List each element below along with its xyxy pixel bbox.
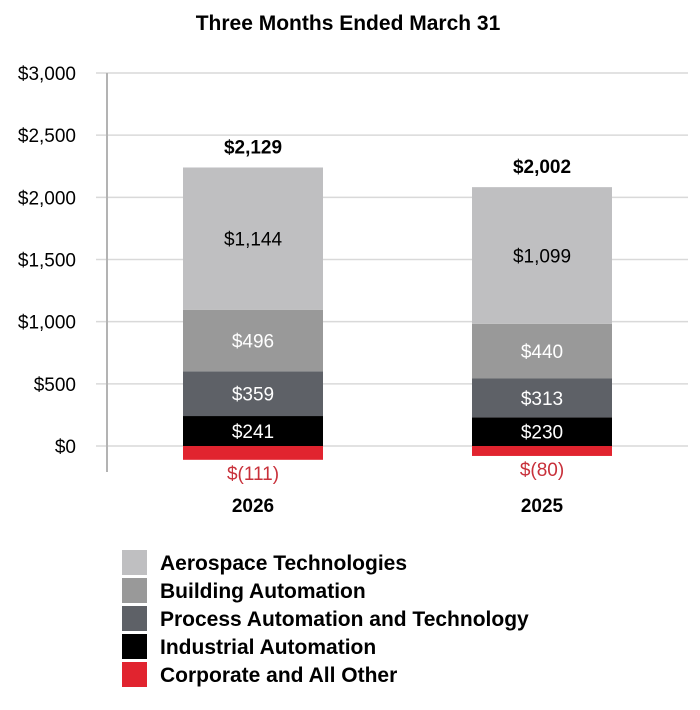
total-label: $2,129: [224, 137, 282, 158]
chart-title: Three Months Ended March 31: [196, 12, 501, 35]
y-tick-label: $3,000: [18, 64, 76, 85]
bars: [183, 167, 612, 460]
bar-segment: [183, 416, 323, 446]
bar-segment: [472, 187, 612, 324]
legend-swatch: [122, 634, 147, 659]
legend-swatch: [122, 550, 147, 575]
legend-entry-label: Building Automation: [160, 580, 366, 603]
data-labels: $(111) $241 $359 $496 $1,144 $2,129 2026 $(80) $…: [224, 137, 571, 517]
y-tick-label: $2,000: [18, 188, 76, 209]
y-tick-label: $2,500: [18, 126, 76, 147]
bar-segment: [472, 323, 612, 379]
bar-segment: [183, 371, 323, 417]
bar-segment: [472, 378, 612, 418]
segment-label: $230: [521, 423, 563, 444]
legend: Aerospace Technologies Building Automatio…: [122, 550, 529, 687]
bar-segment: [472, 446, 612, 456]
y-axis: $0 $500 $1,000 $1,500 $2,000 $2,500 $3,000: [18, 64, 108, 472]
segment-label: $313: [521, 389, 563, 410]
segment-label: $440: [521, 342, 563, 363]
segment-label: $1,144: [224, 230, 283, 251]
x-category-label: 2025: [521, 496, 564, 517]
legend-entry-label: Aerospace Technologies: [160, 552, 407, 575]
segment-label: $496: [232, 332, 274, 353]
segment-label: $1,099: [513, 246, 571, 267]
legend-swatch: [122, 578, 147, 603]
bar-segment: [183, 309, 323, 372]
segment-label: $(80): [520, 460, 564, 481]
y-tick-label: $500: [34, 375, 76, 396]
y-tick-label: $0: [55, 437, 76, 458]
y-tick-label: $1,000: [18, 313, 76, 334]
legend-swatch: [122, 662, 147, 687]
bar-segment: [183, 446, 323, 460]
legend-entry-label: Process Automation and Technology: [160, 608, 529, 631]
legend-entry-label: Corporate and All Other: [160, 664, 397, 687]
legend-entry-label: Industrial Automation: [160, 636, 376, 659]
total-label: $2,002: [513, 157, 571, 178]
y-tick-label: $1,500: [18, 251, 76, 272]
segment-label: $359: [232, 385, 274, 406]
legend-swatch: [122, 606, 147, 631]
x-category-label: 2026: [232, 496, 274, 517]
bar-segment: [472, 417, 612, 446]
segment-label: $241: [232, 422, 274, 443]
segment-label: $(111): [227, 464, 279, 485]
bar-segment: [183, 167, 323, 310]
